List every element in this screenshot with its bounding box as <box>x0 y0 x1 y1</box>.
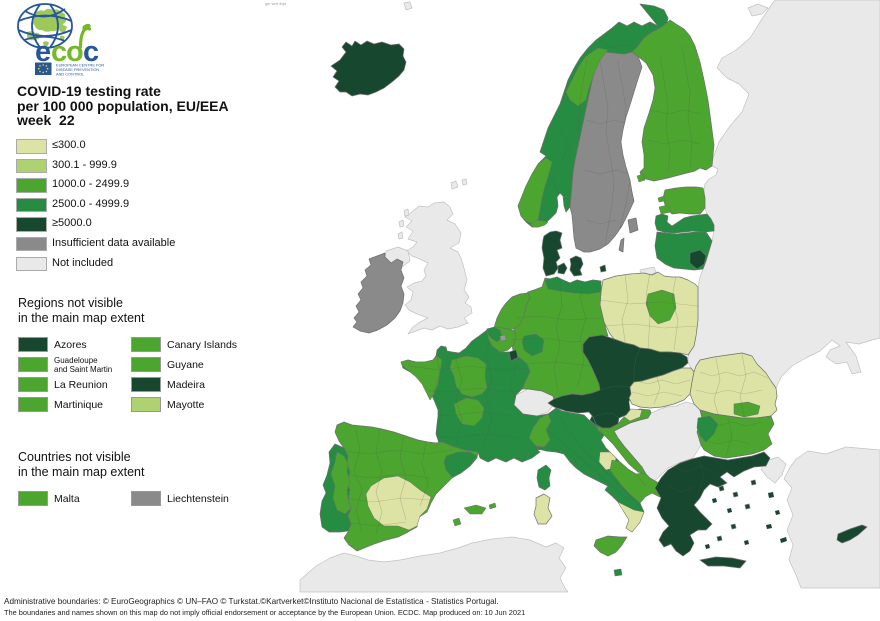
svg-text:c: c <box>51 36 67 68</box>
svg-text:c: c <box>83 36 99 68</box>
svg-text:AND CONTROL: AND CONTROL <box>56 72 85 77</box>
svg-text:EUROPEAN CENTRE FOR: EUROPEAN CENTRE FOR <box>56 63 104 68</box>
svg-text:e: e <box>35 36 51 68</box>
svg-text:DISEASE PREVENTION: DISEASE PREVENTION <box>56 67 99 72</box>
